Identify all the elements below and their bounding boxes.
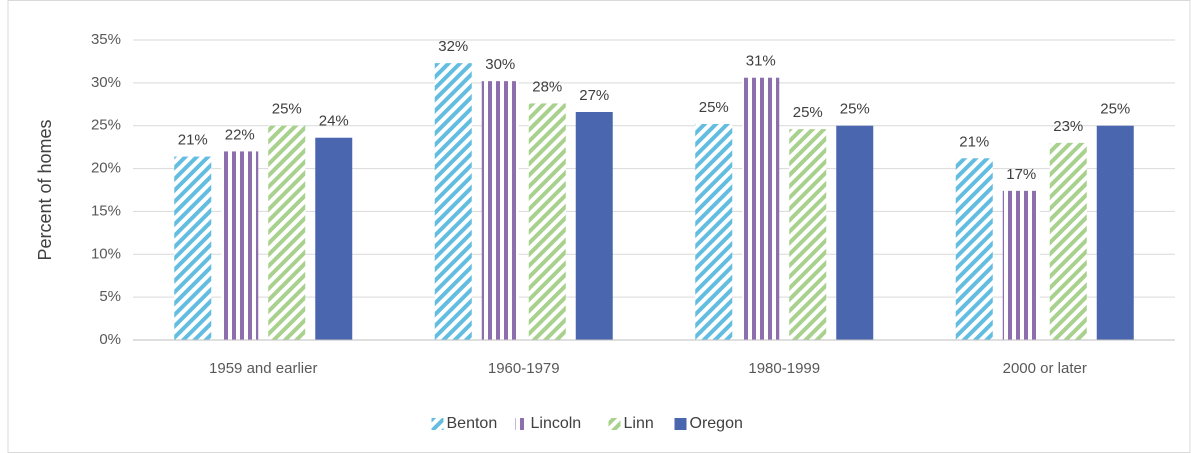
- y-tick-label: 15%: [91, 202, 121, 219]
- y-tick-label: 5%: [99, 288, 121, 305]
- bar: [268, 125, 306, 340]
- bar: [575, 112, 613, 340]
- legend-label: Oregon: [690, 415, 743, 432]
- value-label: 17%: [1006, 166, 1036, 183]
- bar: [955, 158, 993, 340]
- value-label: 31%: [746, 53, 776, 70]
- value-label: 28%: [532, 78, 562, 95]
- value-label: 25%: [699, 99, 729, 116]
- value-label: 24%: [319, 113, 349, 130]
- legend-label: Lincoln: [531, 415, 582, 432]
- x-tick-label: 1980-1999: [748, 360, 820, 377]
- bar: [481, 81, 519, 341]
- bar: [695, 124, 733, 340]
- value-label: 32%: [438, 38, 468, 55]
- legend-label: Linn: [624, 415, 654, 432]
- value-label: 25%: [793, 104, 823, 121]
- bar: [221, 151, 259, 340]
- x-tick-label: 1959 and earlier: [209, 360, 317, 377]
- bar: [174, 156, 212, 340]
- y-tick-label: 25%: [91, 117, 121, 134]
- x-tick-label: 1960-1979: [488, 360, 560, 377]
- value-label: 30%: [485, 56, 515, 73]
- legend-swatch: [674, 418, 687, 430]
- y-tick-label: 30%: [91, 74, 121, 91]
- legend-swatch: [608, 418, 621, 430]
- value-label: 21%: [178, 132, 208, 149]
- value-label: 25%: [840, 101, 870, 118]
- y-tick-label: 0%: [99, 331, 121, 348]
- value-label: 25%: [1100, 101, 1130, 118]
- bar: [789, 129, 827, 340]
- bar: [434, 63, 472, 341]
- value-label: 25%: [272, 101, 302, 118]
- value-label: 27%: [579, 87, 609, 104]
- bar: [528, 103, 566, 340]
- x-tick-label: 2000 or later: [1003, 360, 1087, 377]
- value-label: 23%: [1053, 118, 1083, 135]
- legend-swatch: [431, 418, 444, 430]
- value-label: 21%: [959, 133, 989, 150]
- y-axis-title: Percent of homes: [35, 119, 55, 260]
- bar: [315, 137, 353, 340]
- bar: [1002, 190, 1040, 340]
- bar: [836, 125, 874, 340]
- y-tick-label: 10%: [91, 245, 121, 262]
- bar: [1049, 142, 1087, 340]
- legend-swatch: [515, 418, 528, 430]
- y-tick-label: 20%: [91, 160, 121, 177]
- bar: [1096, 125, 1134, 340]
- legend-label: Benton: [447, 415, 498, 432]
- bar: [742, 77, 780, 340]
- value-label: 22%: [225, 126, 255, 143]
- y-tick-label: 35%: [91, 31, 121, 48]
